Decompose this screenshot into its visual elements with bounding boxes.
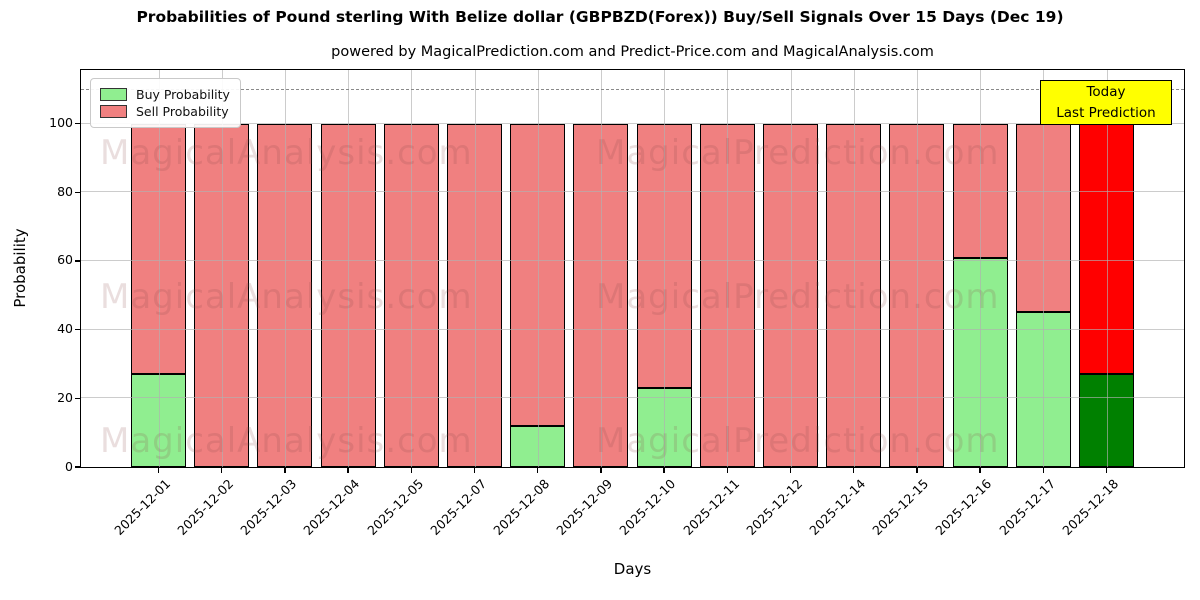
watermark-text: MagicalPrediction.com — [596, 277, 1000, 317]
x-tick-mark — [979, 468, 981, 473]
x-tick-mark — [536, 468, 539, 473]
y-tick-mark — [75, 191, 80, 193]
x-axis-label: Days — [613, 560, 652, 578]
v-gridline — [1043, 70, 1045, 467]
x-tick-mark — [916, 468, 918, 473]
buy-color-swatch — [100, 88, 127, 101]
sell-color-swatch — [100, 105, 127, 118]
legend-entry-buy: Buy Probability — [100, 87, 230, 102]
y-tick-label: 0 — [65, 458, 73, 474]
today-annotation-line1: Today — [1086, 84, 1126, 100]
y-tick-mark — [75, 122, 80, 125]
legend-buy-label: Buy Probability — [136, 87, 230, 102]
x-tick-mark — [284, 468, 286, 473]
x-tick-label-text: 2025-12-18 — [1059, 476, 1122, 538]
x-tick-mark — [726, 468, 729, 473]
x-tick-label-text: 2025-12-16 — [932, 476, 995, 538]
y-tick-label: 20 — [57, 389, 73, 405]
x-tick-label-text: 2025-12-01 — [111, 476, 174, 538]
v-gridline — [600, 70, 602, 467]
y-axis-label: Probability — [11, 228, 29, 308]
v-gridline — [853, 70, 855, 467]
x-tick-label-text: 2025-12-12 — [743, 476, 806, 538]
y-tick-label: 60 — [57, 252, 73, 268]
x-tick-label-text: 2025-12-08 — [490, 476, 553, 538]
x-tick-mark — [1105, 468, 1108, 473]
v-gridline — [158, 70, 160, 467]
y-tick-label: 40 — [57, 321, 73, 337]
x-tick-label-text: 2025-12-14 — [806, 476, 869, 538]
x-tick-label-text: 2025-12-10 — [616, 476, 679, 538]
v-gridline — [348, 70, 350, 467]
h-gridline — [81, 259, 1184, 261]
y-tick-mark — [75, 466, 80, 468]
x-tick-label-text: 2025-12-02 — [174, 476, 237, 538]
x-tick-mark — [157, 468, 160, 473]
plot-area: Buy Probability Sell Probability Magical… — [80, 69, 1185, 468]
h-gridline — [81, 191, 1184, 193]
h-gridline — [81, 397, 1184, 399]
x-tick-mark — [220, 468, 223, 473]
watermark-text: MagicalPrediction.com — [596, 421, 1000, 461]
x-tick-mark — [473, 468, 476, 473]
v-gridline — [727, 70, 729, 467]
dashed-threshold-line — [81, 89, 1184, 91]
x-tick-label-text: 2025-12-11 — [679, 476, 742, 538]
x-tick-mark — [1042, 468, 1045, 473]
y-tick-mark — [75, 397, 80, 400]
v-gridline — [221, 70, 223, 467]
v-gridline — [916, 70, 918, 467]
legend: Buy Probability Sell Probability — [90, 78, 241, 128]
y-tick-label: 100 — [49, 115, 73, 131]
v-gridline — [790, 70, 792, 467]
watermark-text: MagicalAnalysis.com — [100, 133, 473, 173]
x-tick-mark — [852, 468, 855, 473]
v-gridline — [411, 70, 413, 467]
x-tick-mark — [410, 468, 413, 473]
y-tick-mark — [75, 328, 80, 331]
h-gridline — [81, 328, 1184, 330]
v-gridline — [284, 70, 286, 467]
today-annotation-line2: Last Prediction — [1056, 105, 1156, 121]
x-tick-mark — [663, 468, 665, 473]
v-gridline — [474, 70, 476, 467]
x-tick-label-text: 2025-12-07 — [427, 476, 490, 538]
y-tick-mark — [75, 260, 80, 262]
x-tick-label-text: 2025-12-05 — [363, 476, 426, 538]
x-tick-mark — [347, 468, 349, 473]
v-gridline — [537, 70, 539, 467]
x-tick-mark — [600, 468, 602, 473]
x-tick-mark — [789, 468, 792, 473]
watermark-text: MagicalAnalysis.com — [100, 421, 473, 461]
x-tick-label-text: 2025-12-04 — [300, 476, 363, 538]
v-gridline — [664, 70, 666, 467]
v-gridline — [1106, 70, 1108, 467]
x-tick-label-text: 2025-12-17 — [995, 476, 1058, 538]
watermark-text: MagicalAnalysis.com — [100, 277, 473, 317]
x-tick-label-text: 2025-12-09 — [553, 476, 616, 538]
today-annotation: Today Last Prediction — [1040, 80, 1172, 125]
chart-title: Probabilities of Pound sterling With Bel… — [136, 8, 1064, 26]
x-tick-label-text: 2025-12-15 — [869, 476, 932, 538]
x-tick-label-text: 2025-12-03 — [237, 476, 300, 538]
chart-subtitle: powered by MagicalPrediction.com and Pre… — [331, 44, 934, 60]
legend-entry-sell: Sell Probability — [100, 104, 230, 119]
h-gridline — [81, 122, 1184, 124]
watermark-text: MagicalPrediction.com — [596, 133, 1000, 173]
legend-sell-label: Sell Probability — [136, 104, 229, 119]
y-tick-label: 80 — [57, 183, 73, 199]
v-gridline — [980, 70, 982, 467]
